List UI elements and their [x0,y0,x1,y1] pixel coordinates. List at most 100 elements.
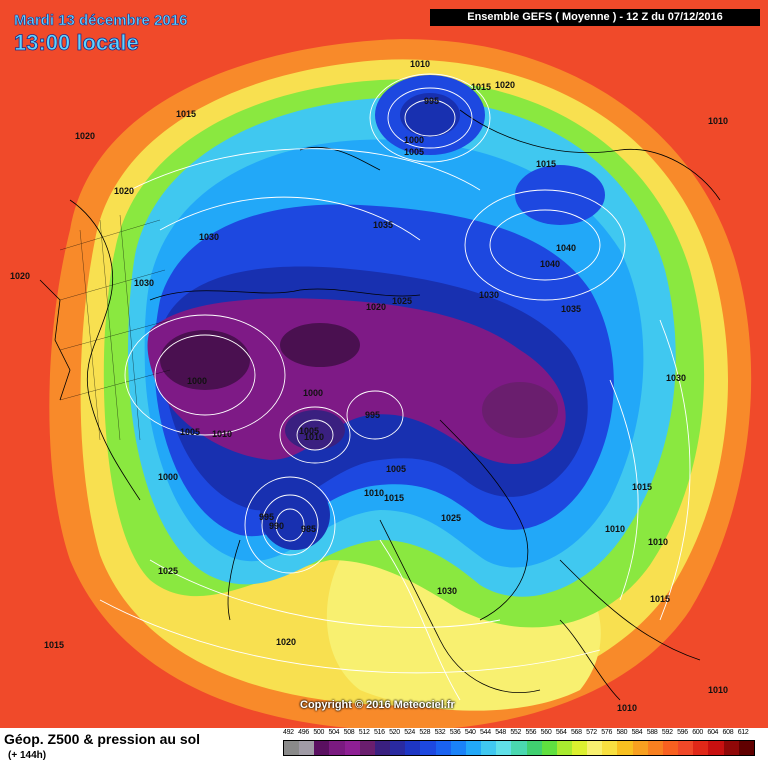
legend-swatch [723,741,739,755]
legend-label: 592 [661,729,673,736]
legend-swatch [390,741,406,755]
legend-swatch [693,741,709,755]
isobar-label: 1030 [199,232,219,242]
legend-label: 580 [616,729,628,736]
legend-label: 496 [298,729,309,736]
legend-label: 588 [646,729,658,736]
isobar-label: 1000 [158,472,178,482]
isobar-label: 1020 [495,80,515,90]
model-run-label: Ensemble GEFS ( Moyenne ) - 12 Z du 07/1… [430,9,760,26]
legend-label: 508 [343,729,355,736]
isobar-label: 1030 [666,373,686,383]
isobar-label: 1005 [404,147,424,157]
footer-title: Géop. Z500 & pression au sol [4,731,201,747]
graticule [59,214,171,441]
legend-swatch [632,741,648,755]
legend-label: 540 [464,729,476,736]
map-canvas: 1010 995 1015 1020 1000 1005 1015 1010 1… [10,39,752,728]
legend-label: 536 [449,729,461,736]
isobar-label: 1040 [556,243,576,253]
legend-swatch [481,741,497,755]
legend-label: 516 [373,729,385,736]
z500-core-east [482,382,558,438]
legend-swatch [329,741,345,755]
z500-trough-east [515,165,605,225]
forecast-time: 13:00 locale [14,30,140,56]
legend-swatch [571,741,588,755]
legend-swatch [359,741,375,755]
legend-swatch [602,741,618,755]
forecast-map: 1010 995 1015 1020 1000 1005 1015 1010 1… [10,9,760,728]
legend-swatch [708,741,724,755]
isobar-label: 1015 [632,482,652,492]
legend-label: 604 [707,729,719,736]
legend-swatch [374,741,391,755]
legend-swatch [450,741,466,755]
isobar-label: 1020 [276,637,296,647]
isobar-label: 1030 [134,278,154,288]
legend-labels: 492 496 500 504 508 512 516 520 524 528 532 536 540 5… [283,729,753,739]
isobar-label: 1000 [187,376,207,386]
legend-swatch [496,741,512,755]
isobar-label: 1015 [471,82,491,92]
legend-label: 576 [601,729,613,736]
legend-swatch [435,741,451,755]
isobar-label: 1035 [373,220,393,230]
legend-swatch [405,741,421,755]
isobar-label: 985 [301,524,316,534]
legend-swatch [314,741,330,755]
legend-swatch [420,741,436,755]
z500-band-purple [147,298,566,464]
color-legend [283,740,755,756]
legend-label: 600 [692,729,703,736]
legend-label: 492 [283,729,294,736]
legend-swatch [647,741,663,755]
isobar-label: 1015 [44,640,64,650]
legend-swatch [541,741,557,755]
legend-swatch [284,741,300,755]
isobar-label: 1015 [536,159,556,169]
isobar-label: 1040 [540,259,560,269]
legend-label: 528 [419,729,431,736]
legend-label: 552 [510,729,522,736]
isobar-label: 995 [424,96,439,106]
legend-swatch [344,741,360,755]
isobar-label: 1025 [441,513,461,523]
isobar-label: 1000 [404,135,424,145]
isobar-label: 1010 [648,537,668,547]
legend-swatch [556,741,572,755]
forecast-date: Mardi 13 décembre 2016 [14,12,188,30]
legend-swatch [511,741,527,755]
isobar-label: 1010 [364,488,384,498]
isobar-label: 1025 [392,296,412,306]
isobar-label: 1030 [437,586,457,596]
isobar-label: 1010 [212,429,232,439]
isobar-label: 995 [259,512,274,522]
z500-core-north [280,323,360,367]
isobar-label: 1020 [10,271,30,281]
isobars [99,73,691,701]
isobar-label: 1020 [75,131,95,141]
legend-swatch [587,741,603,755]
legend-label: 512 [358,729,370,736]
legend-label: 596 [677,729,688,736]
isobar-label: 1020 [366,302,386,312]
isobar-labels: 1010 995 1015 1020 1000 1005 1015 1010 1… [10,59,728,713]
legend-label: 608 [722,729,734,736]
isobar-label: 1015 [384,493,404,503]
legend-swatch [678,741,694,755]
legend-label: 612 [737,729,749,736]
isobar-label: 1015 [650,594,670,604]
isobar-label: 1010 [708,685,728,695]
isobar-label: 1010 [410,59,430,69]
legend-swatch [465,741,482,755]
isobar-label: 1005 [386,464,406,474]
legend-label: 500 [313,729,325,736]
isobar-label: 1030 [479,290,499,300]
isobar-label: 1020 [114,186,134,196]
isobar-label: 1025 [158,566,178,576]
isobar-label: 1000 [303,388,323,398]
z500-core-center [285,410,345,450]
legend-swatch [738,741,754,755]
coastlines [39,109,721,701]
